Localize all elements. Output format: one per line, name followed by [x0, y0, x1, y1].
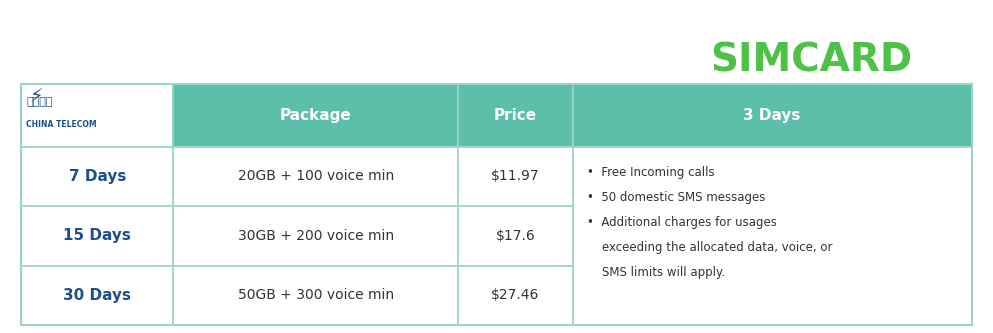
Text: Package: Package: [280, 108, 352, 123]
FancyBboxPatch shape: [21, 265, 174, 325]
FancyBboxPatch shape: [174, 147, 459, 206]
FancyBboxPatch shape: [21, 147, 174, 206]
FancyBboxPatch shape: [573, 84, 972, 147]
Text: $27.46: $27.46: [492, 288, 540, 302]
Text: 15 Days: 15 Days: [64, 228, 131, 243]
FancyBboxPatch shape: [174, 265, 459, 325]
Text: •  50 domestic SMS messages: • 50 domestic SMS messages: [588, 191, 766, 204]
Text: $11.97: $11.97: [492, 169, 540, 183]
FancyBboxPatch shape: [459, 84, 573, 147]
FancyBboxPatch shape: [21, 84, 174, 147]
Text: CHINA TELECOM: CHINA TELECOM: [26, 120, 96, 129]
Text: 20GB + 100 voice min: 20GB + 100 voice min: [237, 169, 394, 183]
Text: ⚡: ⚡: [29, 88, 43, 107]
Text: 7 Days: 7 Days: [69, 169, 126, 184]
Text: 30 Days: 30 Days: [64, 288, 131, 303]
FancyBboxPatch shape: [459, 147, 573, 206]
Text: •  Free Incoming calls: • Free Incoming calls: [588, 166, 715, 179]
Text: •  Additional charges for usages: • Additional charges for usages: [588, 216, 778, 229]
Text: 30GB + 200 voice min: 30GB + 200 voice min: [237, 229, 394, 243]
FancyBboxPatch shape: [21, 206, 174, 265]
FancyBboxPatch shape: [459, 206, 573, 265]
Text: 50GB + 300 voice min: 50GB + 300 voice min: [237, 288, 394, 302]
FancyBboxPatch shape: [174, 206, 459, 265]
Text: Price: Price: [494, 108, 537, 123]
Text: SIMCARD: SIMCARD: [710, 41, 913, 79]
Text: exceeding the allocated data, voice, or: exceeding the allocated data, voice, or: [588, 241, 833, 254]
FancyBboxPatch shape: [573, 147, 972, 325]
Text: $17.6: $17.6: [496, 229, 535, 243]
Text: 3 Days: 3 Days: [744, 108, 801, 123]
Text: SMS limits will apply.: SMS limits will apply.: [588, 265, 726, 278]
Text: 中国电信: 中国电信: [26, 97, 53, 107]
FancyBboxPatch shape: [174, 84, 459, 147]
FancyBboxPatch shape: [459, 265, 573, 325]
